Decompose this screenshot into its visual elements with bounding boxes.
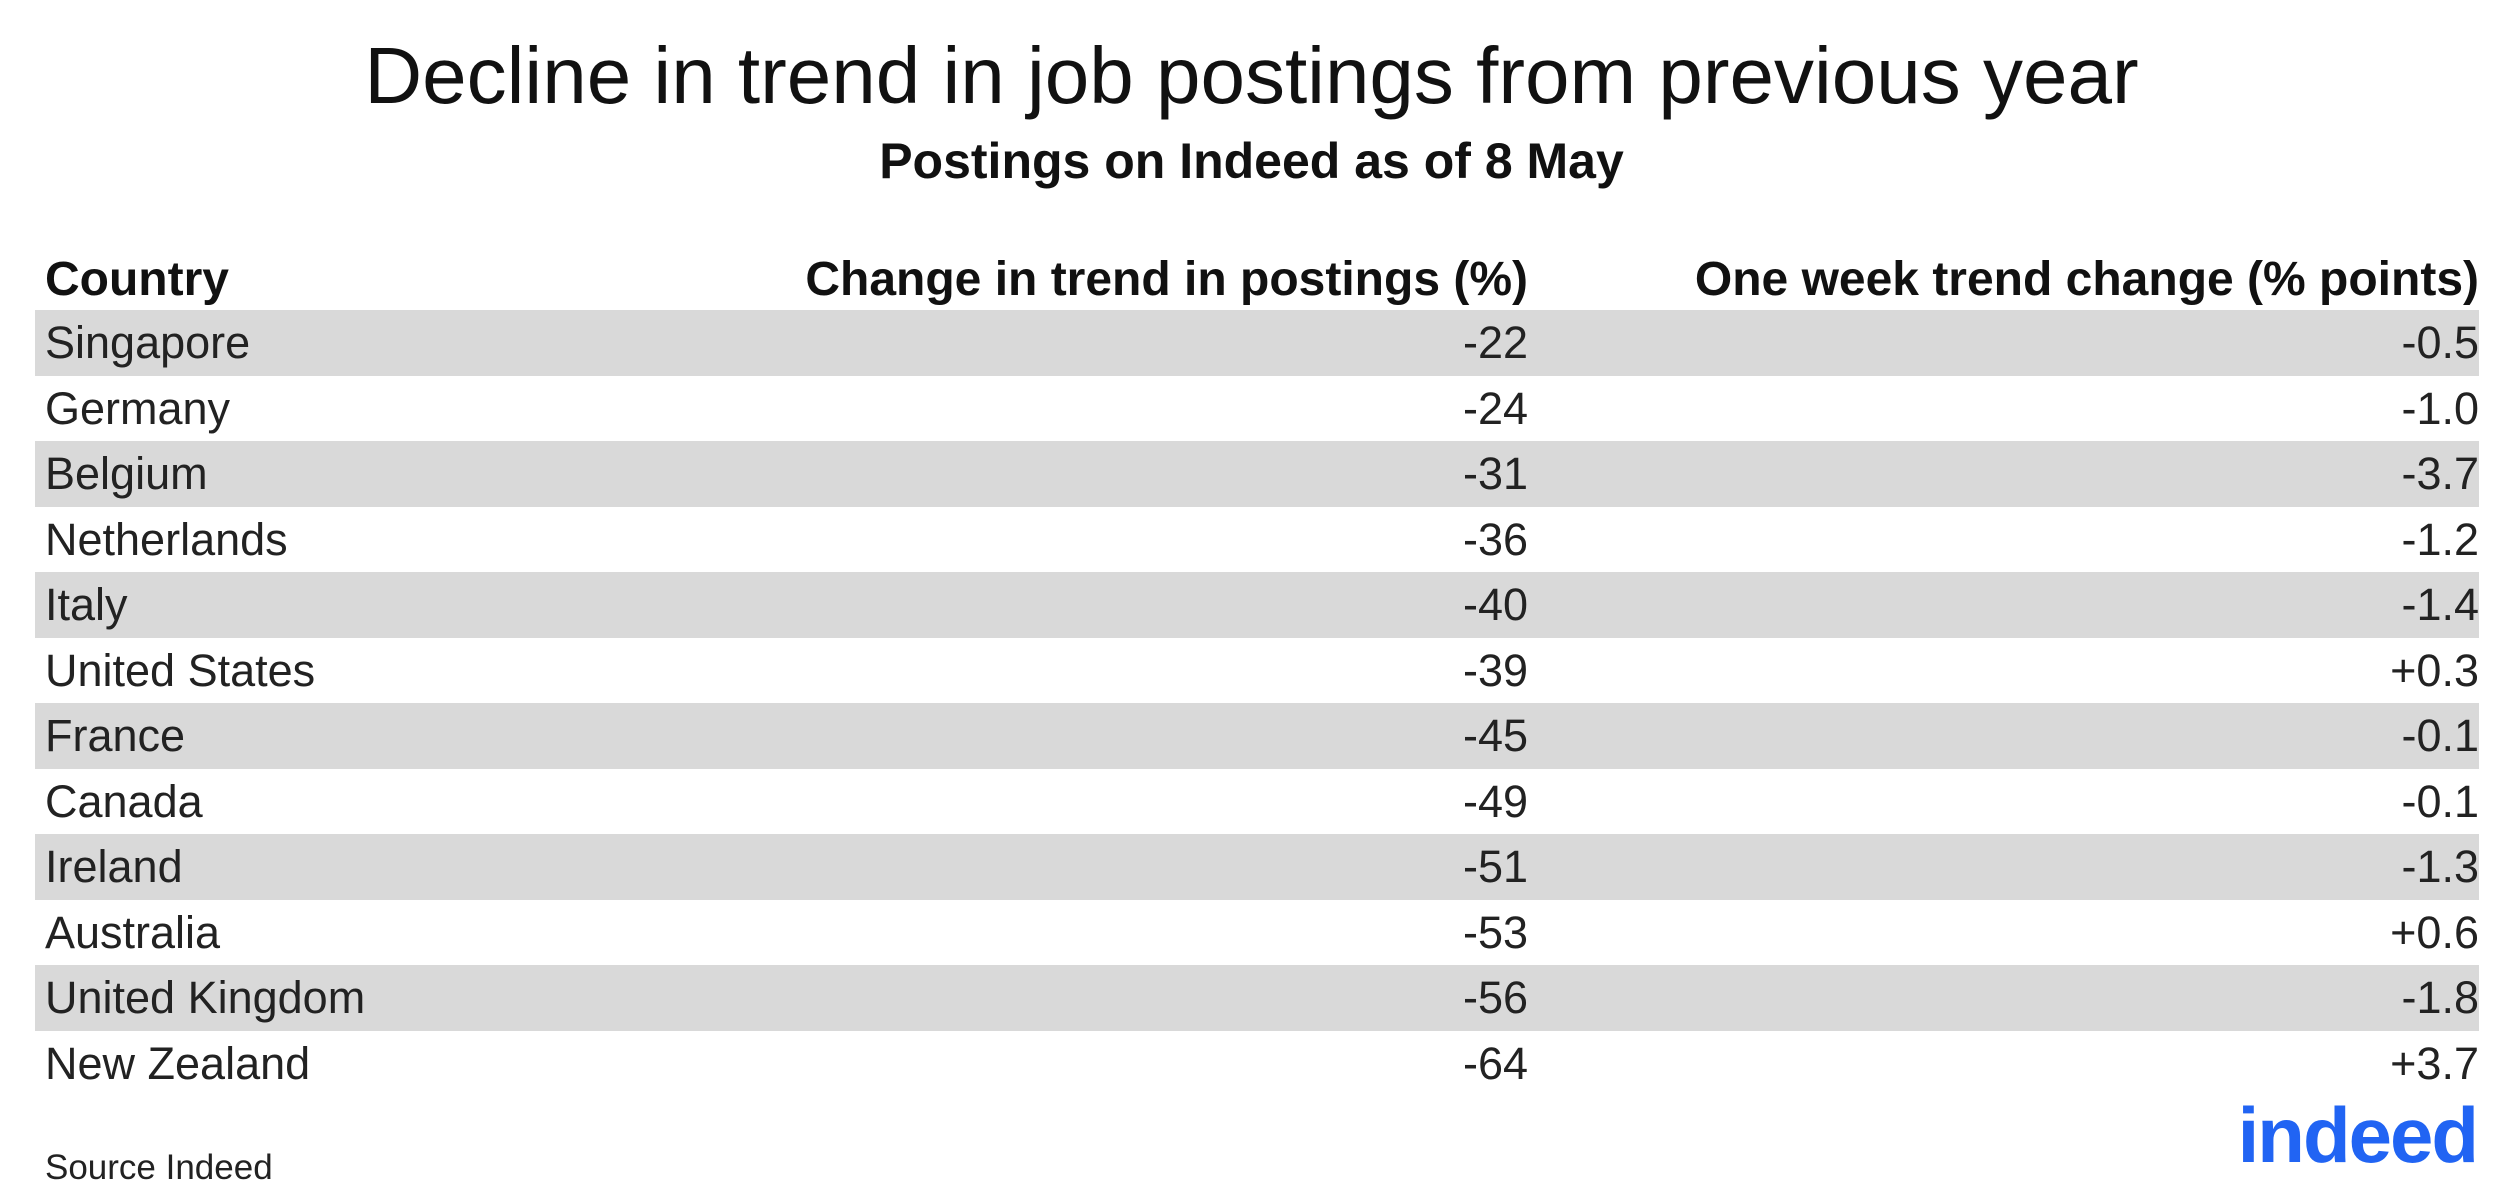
table-row: Italy -40 -1.4 [35,572,2479,638]
table-cell: -49 [1462,775,1528,827]
column-header: Change in trend in postings (%) [805,253,1528,306]
table-cell: -1.0 [2401,382,2479,434]
table-row: Canada -49 -0.1 [35,769,2479,835]
table-row: New Zealand -64 +3.7 [35,1031,2479,1097]
table-row: Belgium -31 -3.7 [35,441,2479,507]
table-cell: France [45,710,186,761]
table-cell: -22 [1462,317,1528,368]
table-row: Australia -53 +0.6 [35,900,2479,966]
table-cell: New Zealand [45,1037,311,1089]
table-row: Singapore -22 -0.5 [35,310,2479,376]
table-row: Netherlands -36 -1.2 [35,507,2479,573]
table-cell: -53 [1462,906,1528,958]
table-cell: -0.5 [2401,317,2479,368]
table-cell: Belgium [45,448,208,499]
table-cell: -0.1 [2401,775,2479,827]
table-cell: -24 [1462,382,1528,434]
table-cell: +3.7 [2390,1037,2479,1089]
column-header: Country [45,253,229,306]
table-cell: -1.4 [2401,579,2479,630]
table-cell: -51 [1462,841,1528,892]
table-cell: +0.6 [2390,906,2479,958]
table-cell: Singapore [45,317,251,368]
table-cell: United States [45,644,316,696]
table-cell: -39 [1462,644,1528,696]
title: Decline in trend in job postings from pr… [364,31,2139,120]
table-cell: Germany [45,382,231,434]
table-cell: Australia [45,906,221,958]
table-cell: -3.7 [2401,448,2479,499]
table-row: United States -39 +0.3 [35,638,2479,704]
table-cell: -40 [1462,579,1528,630]
table-cell: -56 [1462,972,1528,1023]
table-cell: +0.3 [2390,644,2479,696]
table-row: Ireland -51 -1.3 [35,834,2479,900]
table-cell: Netherlands [45,513,288,565]
table-cell: -1.3 [2401,841,2479,892]
table-cell: -1.8 [2401,972,2479,1023]
logo: indeed [2237,1091,2479,1179]
table-cell: Ireland [45,841,183,892]
table-cell: -36 [1462,513,1528,565]
source-note: Source Indeed [45,1148,273,1187]
table-cell: Canada [45,775,203,827]
subtitle: Postings on Indeed as of 8 May [879,133,1624,189]
table-cell: -0.1 [2401,710,2479,761]
table-cell: -45 [1462,710,1528,761]
table-row: Germany -24 -1.0 [35,376,2479,442]
table-row: France -45 -0.1 [35,703,2479,769]
table-row: United Kingdom -56 -1.8 [35,965,2479,1031]
table-cell: Italy [45,579,128,630]
table-cell: United Kingdom [45,972,366,1023]
table-cell: -1.2 [2401,513,2479,565]
column-header: One week trend change (% points) [1694,253,2479,306]
table-cell: -31 [1462,448,1528,499]
table-cell: -64 [1462,1037,1528,1089]
